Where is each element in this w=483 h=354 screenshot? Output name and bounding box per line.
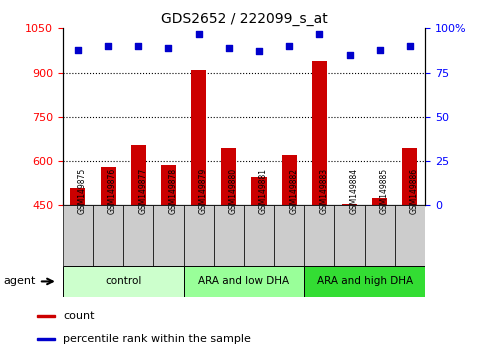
Point <box>406 43 414 49</box>
Bar <box>63 205 93 266</box>
Text: count: count <box>63 311 95 321</box>
Bar <box>304 266 425 297</box>
Bar <box>334 205 365 266</box>
Bar <box>213 205 244 266</box>
Bar <box>342 204 357 205</box>
Bar <box>71 188 85 205</box>
Bar <box>93 205 123 266</box>
Bar <box>184 266 304 297</box>
Text: GSM149884: GSM149884 <box>350 168 358 214</box>
Bar <box>161 165 176 205</box>
Text: GSM149878: GSM149878 <box>169 168 177 214</box>
Bar <box>154 205 184 266</box>
Bar <box>131 145 146 205</box>
Bar <box>221 148 236 205</box>
Bar <box>282 155 297 205</box>
Point <box>376 47 384 52</box>
Text: GSM149876: GSM149876 <box>108 168 117 214</box>
Bar <box>100 167 115 205</box>
Point <box>165 45 172 51</box>
Point <box>134 43 142 49</box>
Point <box>255 48 263 54</box>
Text: GSM149879: GSM149879 <box>199 168 208 214</box>
Point <box>225 45 233 51</box>
Text: GSM149877: GSM149877 <box>138 168 147 214</box>
Text: agent: agent <box>3 276 36 286</box>
Point <box>195 31 202 36</box>
Text: GSM149875: GSM149875 <box>78 168 87 214</box>
Bar <box>63 266 184 297</box>
Text: ARA and high DHA: ARA and high DHA <box>316 276 413 286</box>
Bar <box>252 177 267 205</box>
Bar <box>123 205 154 266</box>
Text: GSM149886: GSM149886 <box>410 168 419 214</box>
Bar <box>274 205 304 266</box>
Point <box>346 52 354 58</box>
Bar <box>37 315 55 317</box>
Bar <box>372 198 387 205</box>
Text: GSM149881: GSM149881 <box>259 169 268 214</box>
Title: GDS2652 / 222099_s_at: GDS2652 / 222099_s_at <box>160 12 327 26</box>
Point <box>74 47 82 52</box>
Text: percentile rank within the sample: percentile rank within the sample <box>63 334 251 344</box>
Bar <box>184 205 213 266</box>
Bar <box>37 338 55 340</box>
Text: GSM149883: GSM149883 <box>319 168 328 214</box>
Bar <box>304 205 334 266</box>
Text: GSM149882: GSM149882 <box>289 169 298 214</box>
Bar <box>244 205 274 266</box>
Bar <box>395 205 425 266</box>
Bar <box>312 61 327 205</box>
Text: ARA and low DHA: ARA and low DHA <box>199 276 289 286</box>
Point <box>315 31 323 36</box>
Bar <box>191 70 206 205</box>
Point <box>104 43 112 49</box>
Bar <box>365 205 395 266</box>
Point <box>285 43 293 49</box>
Bar <box>402 148 417 205</box>
Text: GSM149885: GSM149885 <box>380 168 389 214</box>
Text: control: control <box>105 276 142 286</box>
Text: GSM149880: GSM149880 <box>229 168 238 214</box>
